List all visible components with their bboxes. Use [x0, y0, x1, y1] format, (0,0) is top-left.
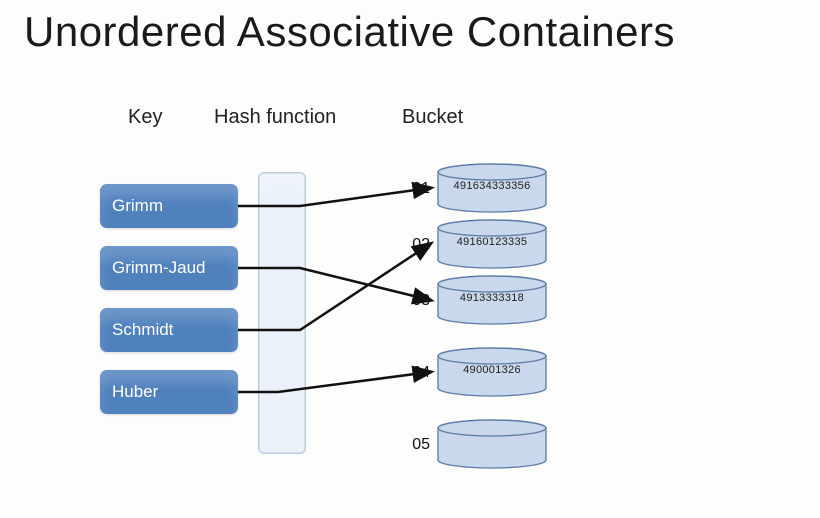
bucket-value: 490001326 [436, 364, 548, 376]
bucket: 490001326 [436, 350, 548, 394]
key-label: Huber [112, 382, 158, 402]
key-label: Schmidt [112, 320, 173, 340]
key-label: Grimm [112, 196, 163, 216]
key-label: Grimm-Jaud [112, 258, 206, 278]
header-hash: Hash function [214, 106, 336, 129]
bucket-number: 02 [406, 236, 430, 254]
bucket: 491634333356 [436, 166, 548, 210]
bucket-number: 05 [406, 436, 430, 454]
key-box: Grimm [100, 184, 238, 228]
bucket [436, 422, 548, 466]
header-bucket: Bucket [402, 106, 463, 129]
key-box: Schmidt [100, 308, 238, 352]
bucket-value: 491634333356 [436, 180, 548, 192]
bucket-number: 01 [406, 180, 430, 198]
bucket: 49160123335 [436, 222, 548, 266]
key-box: Grimm-Jaud [100, 246, 238, 290]
page-title: Unordered Associative Containers [24, 8, 675, 56]
bucket-value: 4913333318 [436, 292, 548, 304]
bucket-value: 49160123335 [436, 236, 548, 248]
bucket: 4913333318 [436, 278, 548, 322]
bucket-number: 04 [406, 364, 430, 382]
bucket-number: 03 [406, 292, 430, 310]
header-key: Key [128, 106, 162, 129]
hash-function-box [258, 172, 306, 454]
key-box: Huber [100, 370, 238, 414]
